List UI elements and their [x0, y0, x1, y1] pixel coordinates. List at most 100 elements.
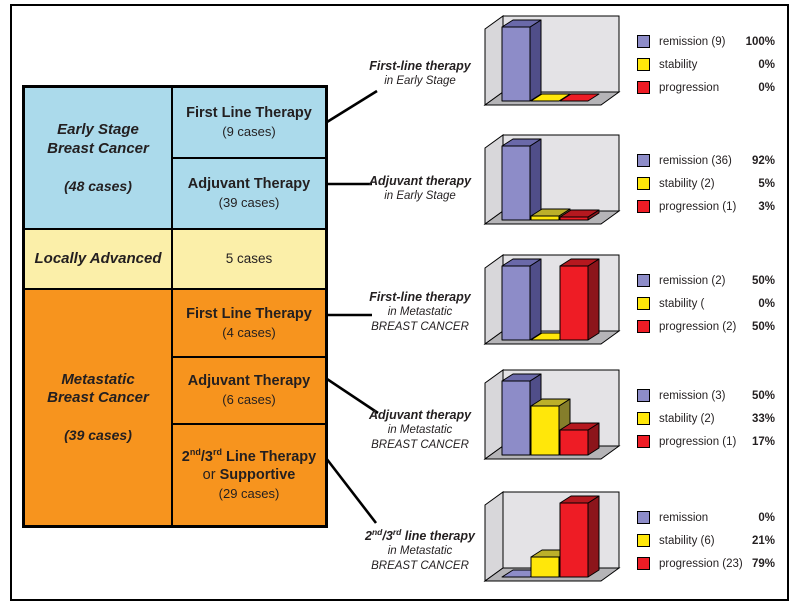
legend-swatch-stability — [637, 297, 650, 310]
chart-label-4: Adjuvant therapy in Metastatic BREAST CA… — [368, 408, 472, 451]
group-name: Metastatic Breast Cancer — [47, 370, 149, 407]
legend-swatch-progression — [637, 200, 650, 213]
therapy-cases: (4 cases) — [222, 324, 276, 340]
cell-met-2nd-3rd-line: 2nd/3rd Line Therapy or Supportive (29 c… — [173, 425, 325, 525]
legend-swatch-stability — [637, 58, 650, 71]
legend-label-remission: remission (36) — [659, 154, 732, 167]
legend-pct-progression: 17% — [751, 435, 775, 448]
legend-pct-stability: 0% — [758, 297, 775, 310]
bar-progression — [559, 258, 600, 341]
bar-progression — [559, 495, 600, 578]
group-cases: (39 cases) — [64, 427, 132, 443]
legend-row-stability: stability ( 0% — [637, 292, 777, 315]
cell-early-adjuvant: Adjuvant Therapy (39 cases) — [173, 159, 325, 228]
chart-label-5: 2nd/3rd line therapy in Metastatic BREAS… — [365, 527, 475, 573]
group-name: Early Stage Breast Cancer — [47, 121, 149, 157]
legend-swatch-remission — [637, 154, 650, 167]
chart-legend-5: remission 0% stability (6) 21% progressi… — [637, 506, 777, 575]
legend-row-progression: progression (1) 3% — [637, 195, 777, 218]
bar-chart-2 — [483, 134, 621, 225]
legend-row-stability: stability 0% — [637, 53, 777, 76]
cell-metastatic-group: Metastatic Breast Cancer (39 cases) — [25, 290, 171, 525]
legend-row-stability: stability (6) 21% — [637, 529, 777, 552]
cell-met-first-line: First Line Therapy (4 cases) — [173, 290, 325, 356]
bar-remission — [501, 258, 542, 341]
therapy-name: 2nd/3rd Line Therapy — [181, 447, 317, 466]
bar-remission — [501, 138, 542, 221]
chart-legend-2: remission (36) 92% stability (2) 5% prog… — [637, 149, 777, 218]
legend-pct-stability: 5% — [758, 177, 775, 190]
legend-label-stability: stability (2) — [659, 412, 715, 425]
legend-row-remission: remission (9) 100% — [637, 30, 777, 53]
bar-remission — [501, 373, 542, 456]
legend-row-remission: remission (3) 50% — [637, 384, 777, 407]
legend-pct-remission: 92% — [751, 154, 775, 167]
therapy-name: Adjuvant Therapy — [187, 373, 311, 390]
therapy-name: First Line Therapy — [186, 305, 312, 322]
bar-progression — [559, 422, 600, 456]
therapy-name-line2: or Supportive — [202, 467, 296, 484]
legend-label-remission: remission (2) — [659, 274, 726, 287]
legend-pct-remission: 100% — [745, 35, 775, 48]
legend-row-remission: remission (2) 50% — [637, 269, 777, 292]
legend-pct-remission: 50% — [751, 389, 775, 402]
legend-pct-remission: 50% — [751, 274, 775, 287]
legend-label-stability: stability — [659, 58, 698, 71]
therapy-cases: (39 cases) — [218, 195, 280, 211]
bar-chart-3 — [483, 254, 621, 345]
chart-left-wall — [484, 369, 504, 460]
legend-pct-progression: 3% — [758, 200, 775, 213]
legend-swatch-remission — [637, 35, 650, 48]
legend-pct-progression: 50% — [751, 320, 775, 333]
chart-label-2: Adjuvant therapy in Early Stage — [368, 174, 472, 202]
group-name: Locally Advanced — [34, 249, 162, 267]
legend-label-stability: stability ( — [659, 297, 705, 310]
legend-label-remission: remission — [659, 511, 709, 524]
legend-label-stability: stability (2) — [659, 177, 715, 190]
legend-label-stability: stability (6) — [659, 534, 715, 547]
legend-row-remission: remission 0% — [637, 506, 777, 529]
legend-row-progression: progression (2) 50% — [637, 315, 777, 338]
legend-swatch-progression — [637, 320, 650, 333]
legend-swatch-stability — [637, 177, 650, 190]
legend-row-stability: stability (2) 5% — [637, 172, 777, 195]
bar-progression — [559, 93, 600, 102]
chart-label-3: First-line therapy in Metastatic BREAST … — [369, 290, 471, 333]
bar-progression — [559, 209, 600, 221]
bar-chart-5 — [483, 491, 621, 582]
legend-row-progression: progression (23) 79% — [637, 552, 777, 575]
legend-label-remission: remission (3) — [659, 389, 726, 402]
legend-swatch-remission — [637, 389, 650, 402]
chart-legend-3: remission (2) 50% stability ( 0% progres… — [637, 269, 777, 338]
cell-met-adjuvant: Adjuvant Therapy (6 cases) — [173, 358, 325, 423]
chart-left-wall — [484, 134, 504, 225]
chart-left-wall — [484, 15, 504, 106]
legend-label-progression: progression (23) — [659, 557, 743, 570]
bar-stability — [530, 93, 571, 102]
figure-border — [10, 4, 789, 601]
legend-pct-remission: 0% — [758, 511, 775, 524]
bar-chart-1 — [483, 15, 621, 106]
legend-row-progression: progression 0% — [637, 76, 777, 99]
legend-label-progression: progression (1) — [659, 435, 737, 448]
legend-row-progression: progression (1) 17% — [637, 430, 777, 453]
therapy-cases: (6 cases) — [222, 392, 276, 408]
legend-swatch-progression — [637, 557, 650, 570]
legend-row-stability: stability (2) 33% — [637, 407, 777, 430]
chart-left-wall — [484, 491, 504, 582]
legend-pct-stability: 21% — [751, 534, 775, 547]
legend-swatch-remission — [637, 511, 650, 524]
legend-label-progression: progression (2) — [659, 320, 737, 333]
legend-label-remission: remission (9) — [659, 35, 726, 48]
bar-chart-4 — [483, 369, 621, 460]
therapy-name: First Line Therapy — [186, 105, 312, 122]
legend-swatch-progression — [637, 435, 650, 448]
legend-swatch-progression — [637, 81, 650, 94]
bar-remission — [501, 19, 542, 102]
cell-locally-advanced-cases: 5 cases — [173, 230, 325, 288]
therapy-cases: (29 cases) — [218, 486, 280, 502]
group-cases: (48 cases) — [64, 177, 132, 194]
legend-row-remission: remission (36) 92% — [637, 149, 777, 172]
legend-label-progression: progression — [659, 81, 720, 94]
